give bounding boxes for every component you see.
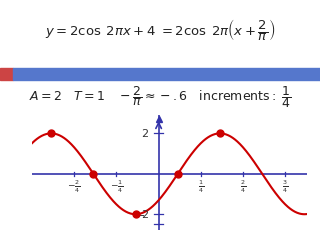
Text: $\frac{3}{4}$: $\frac{3}{4}$ (282, 178, 288, 195)
Text: $-\frac{1}{4}$: $-\frac{1}{4}$ (110, 178, 123, 195)
Text: $2$: $2$ (140, 208, 148, 220)
Text: $-\frac{2}{4}$: $-\frac{2}{4}$ (68, 178, 81, 195)
Text: $\frac{2}{4}$: $\frac{2}{4}$ (240, 178, 246, 195)
Text: $\frac{1}{4}$: $\frac{1}{4}$ (198, 178, 204, 195)
Text: $2$: $2$ (140, 127, 148, 139)
Bar (0, 68, 13, 80)
Text: $A=2\quad T=1\quad -\dfrac{2}{\pi}\approx-.6\quad \mathrm{increments:}\;\dfrac{1: $A=2\quad T=1\quad -\dfrac{2}{\pi}\appro… (29, 84, 291, 110)
Text: $-$: $-$ (135, 209, 145, 219)
Text: $y = 2\cos\;2\pi x+4 \;= 2\cos\;2\pi\left(x+\dfrac{2}{\pi}\right)$: $y = 2\cos\;2\pi x+4 \;= 2\cos\;2\pi\lef… (45, 17, 275, 43)
